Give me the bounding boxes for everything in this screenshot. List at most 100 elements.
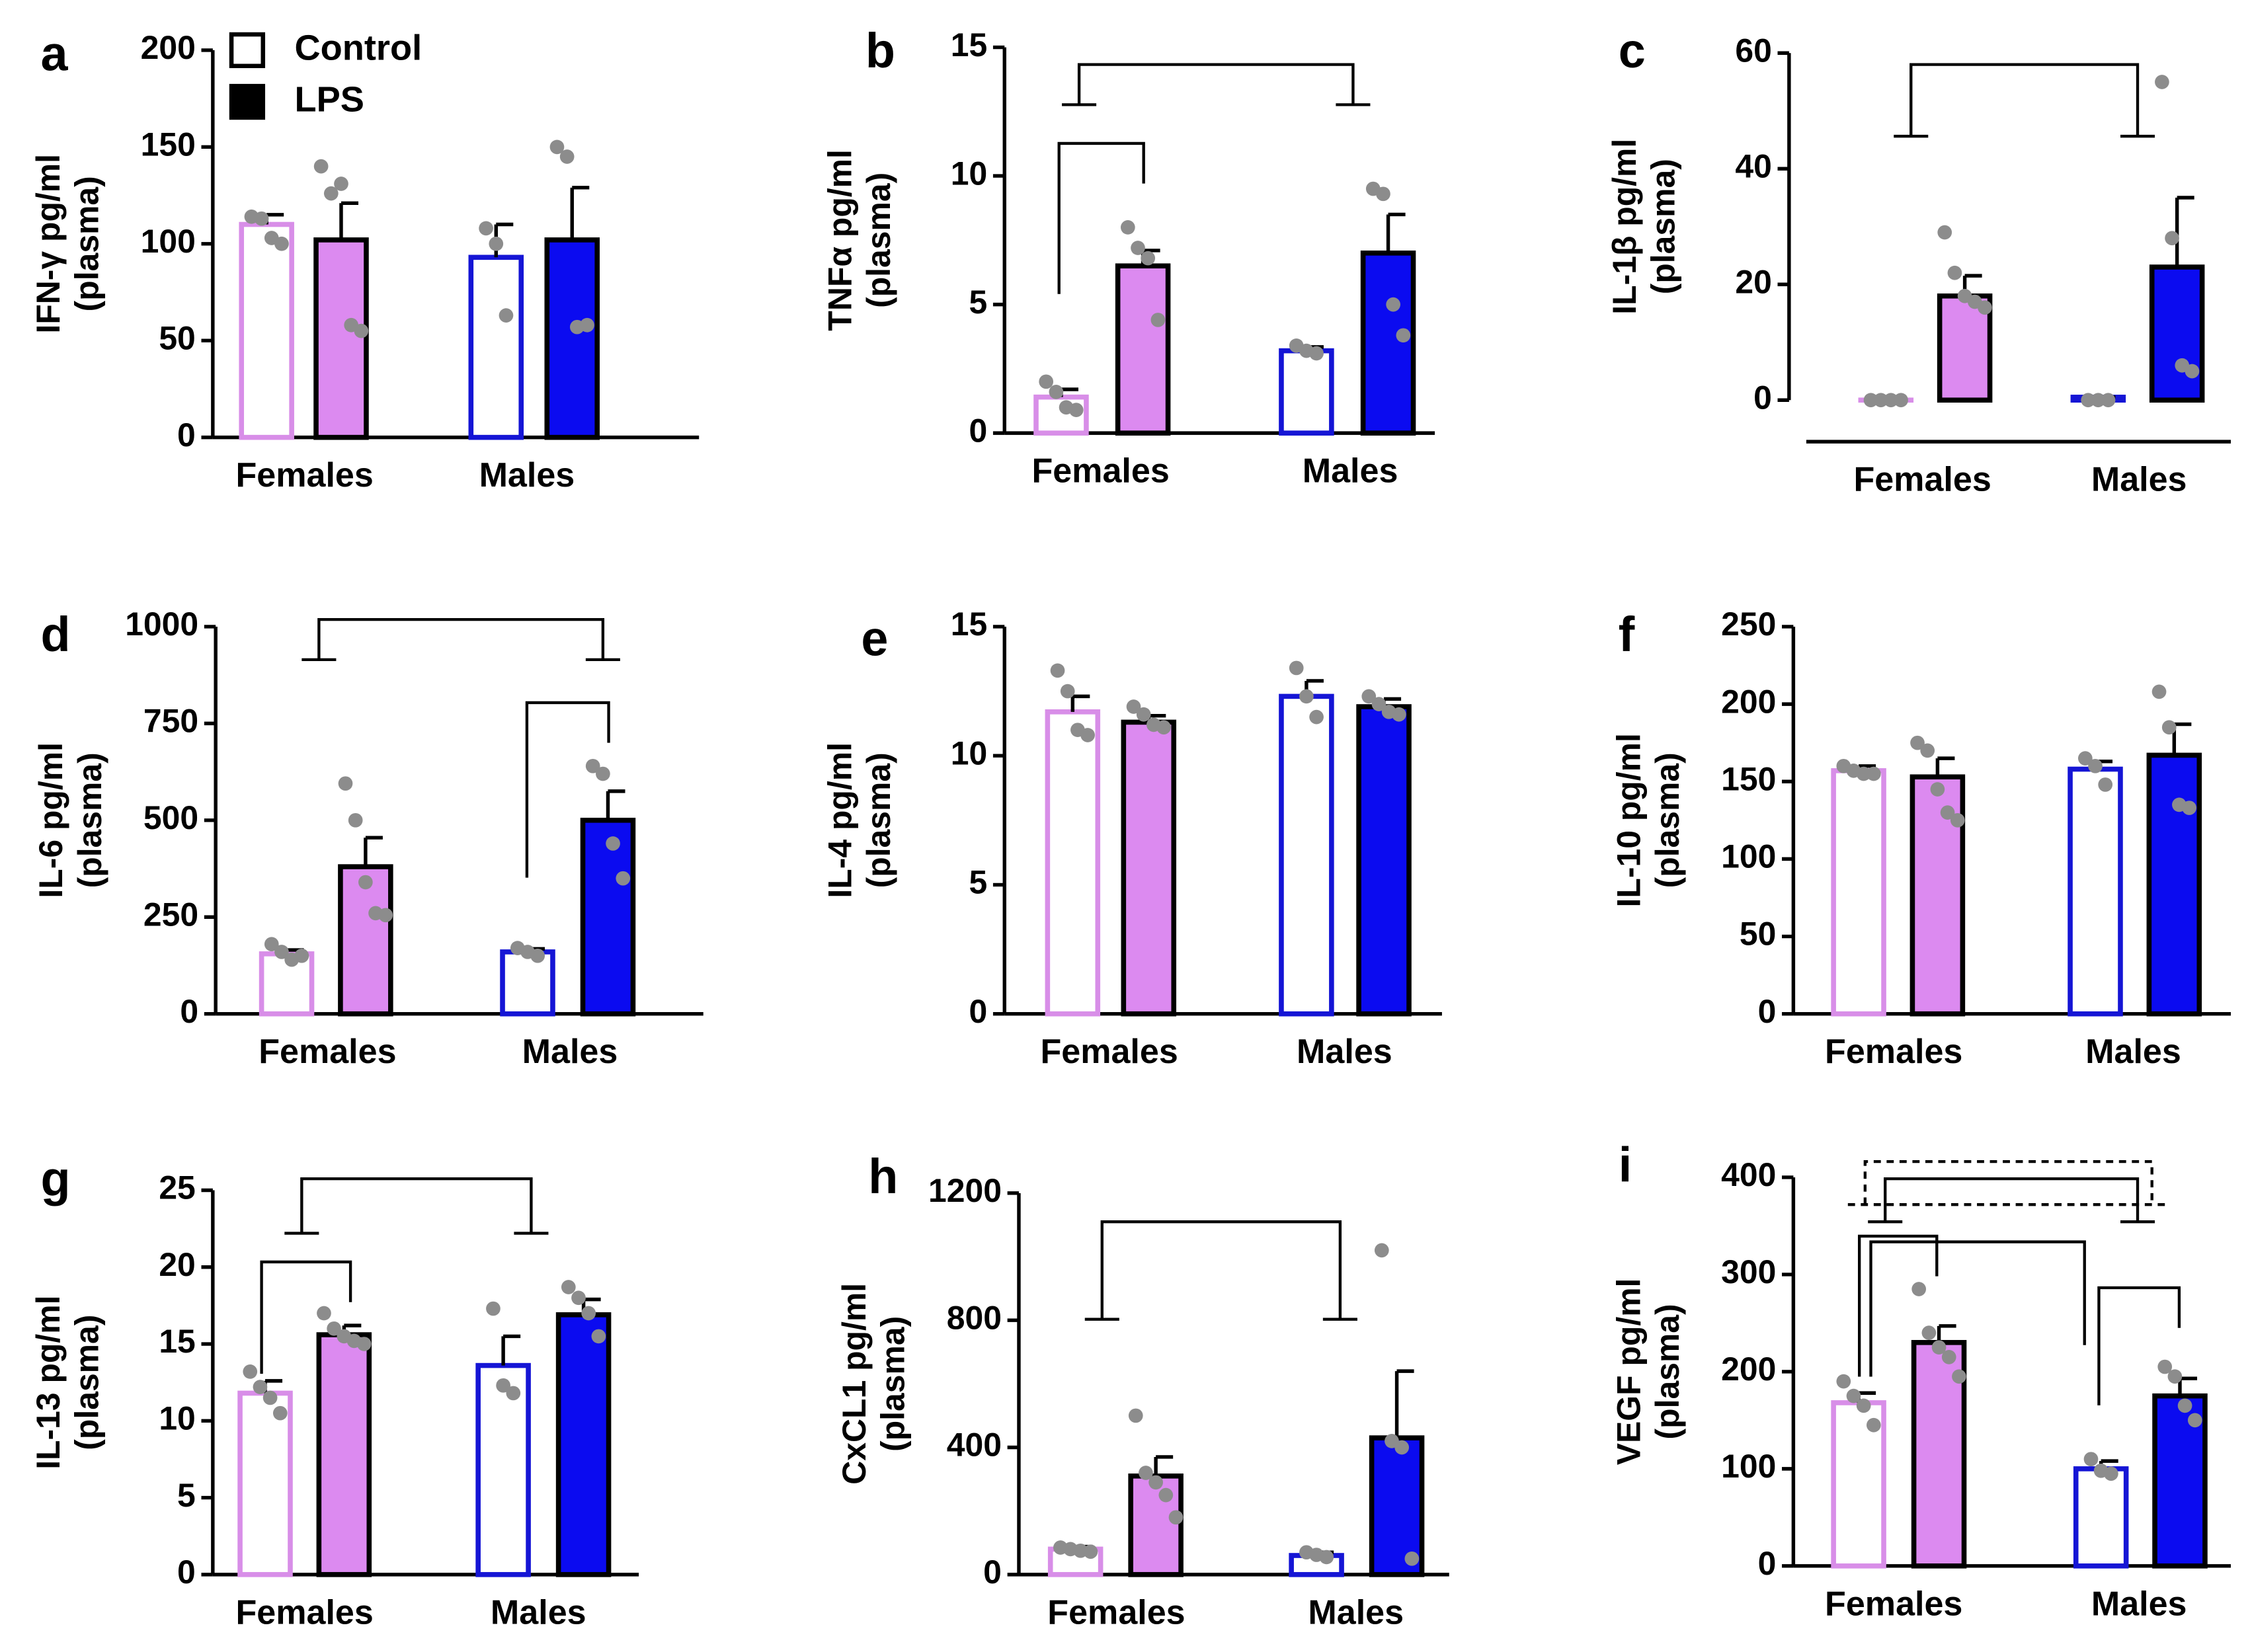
data-point (2077, 751, 2093, 766)
data-point (1863, 393, 1878, 408)
panel-letter: d (41, 607, 71, 662)
panel-letter: e (861, 611, 888, 666)
data-point (499, 308, 514, 323)
y-axis-label: (plasma) (1649, 1304, 1686, 1439)
y-tick-label: 10 (951, 734, 987, 771)
y-tick-label: 15 (951, 606, 987, 643)
data-point (1150, 313, 1166, 327)
data-point (1940, 805, 1955, 820)
data-point (262, 1390, 278, 1405)
panel-letter: h (868, 1149, 898, 1204)
data-point (1404, 1551, 1420, 1566)
data-point (1374, 1243, 1389, 1258)
y-tick-label: 0 (1753, 379, 1772, 416)
data-point (1867, 1417, 1881, 1433)
x-tick-label: Males (2091, 1585, 2187, 1623)
y-tick-label: 0 (177, 1554, 196, 1591)
y-axis-label: (plasma) (860, 752, 897, 888)
data-point (1299, 689, 1314, 704)
y-tick-label: 0 (983, 1554, 1002, 1591)
data-point (1126, 699, 1141, 714)
y-tick-label: 200 (1721, 1351, 1776, 1388)
data-point (1884, 393, 1898, 408)
legend-label: LPS (294, 79, 364, 119)
bar (239, 221, 294, 440)
data-point (1937, 225, 1952, 240)
y-axis-label: (plasma) (860, 173, 897, 308)
data-point (2157, 1359, 2173, 1374)
data-point (1910, 735, 1925, 750)
data-point (294, 948, 309, 963)
data-point (2182, 801, 2196, 815)
bar (1279, 348, 1334, 436)
error-bar (2172, 722, 2192, 756)
error-bar (364, 836, 383, 867)
error-bar (1070, 694, 1090, 712)
bar (1360, 251, 1416, 436)
bar (2149, 264, 2205, 403)
data-point (1931, 1340, 1947, 1355)
y-tick-label: 15 (159, 1323, 195, 1360)
y-tick-label: 250 (1721, 606, 1776, 643)
y-tick-label: 15 (951, 26, 987, 63)
y-tick-label: 200 (141, 29, 196, 66)
data-point (1894, 393, 1908, 408)
data-point (1394, 1440, 1410, 1455)
y-tick-label: 100 (1721, 1448, 1776, 1485)
data-point (1319, 1550, 1334, 1565)
data-point (496, 1378, 510, 1393)
panel-letter: b (865, 23, 895, 78)
x-tick-label: Females (236, 1593, 374, 1632)
data-point (1168, 1510, 1184, 1525)
y-tick-label: 400 (947, 1427, 1002, 1464)
data-point (2083, 1452, 2099, 1467)
error-bar (1937, 1324, 1956, 1343)
significance-bracket (260, 1260, 352, 1374)
data-point (606, 836, 620, 851)
data-point (1156, 720, 1171, 735)
y-tick-label: 10 (159, 1399, 195, 1436)
bar (580, 818, 636, 1017)
x-tick-label: Females (1825, 1585, 1962, 1623)
x-tick-label: Males (479, 456, 575, 494)
y-tick-label: 200 (1721, 683, 1776, 720)
y-tick-label: 150 (141, 126, 196, 163)
bar (468, 255, 524, 440)
data-point (354, 323, 369, 338)
y-tick-label: 5 (969, 864, 987, 901)
data-point (1376, 186, 1390, 202)
y-tick-label: 800 (947, 1299, 1002, 1336)
y-tick-label: 5 (969, 284, 987, 321)
data-point (317, 1306, 331, 1321)
y-axis-label: IL-6 pg/ml (32, 742, 69, 898)
data-point (1131, 241, 1145, 255)
data-point (1930, 782, 1945, 797)
brackets (260, 63, 2181, 1405)
data-point (1386, 297, 1400, 312)
y-tick-label: 0 (1758, 1545, 1777, 1582)
data-point (274, 236, 289, 251)
bar (544, 237, 600, 440)
significance-bracket (1084, 1220, 1357, 1321)
y-axis-label: CxCL1 pg/ml (836, 1283, 873, 1485)
data-point (2187, 1413, 2202, 1428)
y-tick-label: 150 (1721, 760, 1776, 797)
bar (338, 864, 393, 1017)
error-bar (339, 201, 359, 240)
bar (500, 949, 555, 1017)
y-tick-label: 1200 (928, 1172, 1002, 1209)
data-point (1309, 346, 1324, 361)
y-tick-label: 50 (159, 319, 195, 356)
y-tick-label: 5 (177, 1477, 196, 1514)
significance-bracket (1857, 1234, 1939, 1377)
y-axis-label: VEGF pg/ml (1610, 1278, 1647, 1466)
error-bar (606, 789, 625, 820)
data-point (561, 1280, 576, 1294)
data-point (1083, 1544, 1098, 1559)
data-point (356, 1337, 372, 1351)
y-tick-label: 500 (143, 799, 198, 836)
bar (316, 1332, 372, 1577)
y-axis-label: IL-1β pg/ml (1606, 139, 1643, 315)
data-point (2098, 777, 2113, 792)
bar (555, 1312, 612, 1577)
